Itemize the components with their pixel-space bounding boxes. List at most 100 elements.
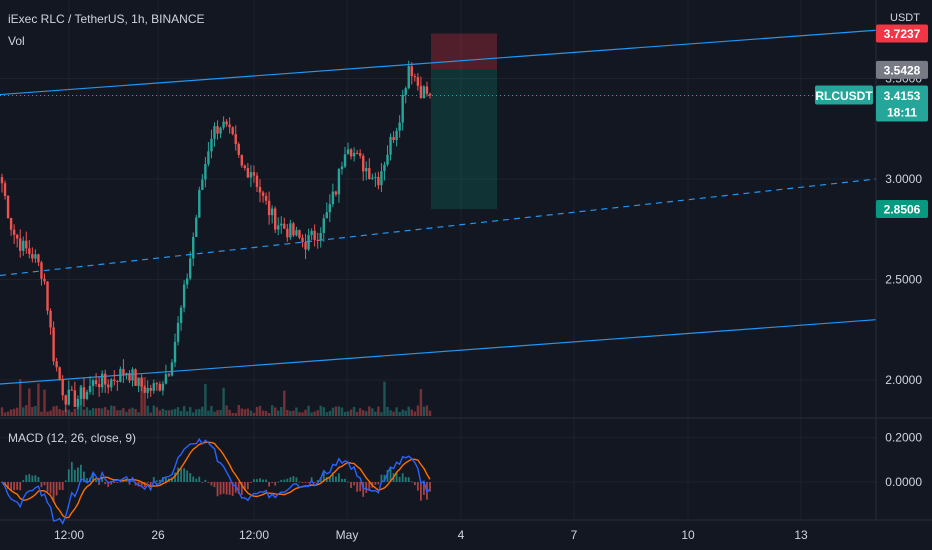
candle-body: [283, 223, 286, 229]
macd-histogram-bar: [98, 482, 101, 485]
candle-body: [304, 242, 307, 250]
volume-bar: [398, 411, 401, 416]
macd-histogram-bar: [225, 482, 228, 495]
macd-histogram-bar: [101, 477, 104, 482]
volume-bar: [113, 406, 116, 416]
volume-bar: [207, 410, 210, 416]
volume-bar: [49, 410, 52, 416]
target-price-tag: 2.8506: [884, 203, 921, 217]
candle-body: [195, 217, 198, 238]
short-position-tool[interactable]: [431, 33, 497, 210]
candle-body: [404, 88, 407, 95]
candle-body: [22, 240, 25, 251]
volume-indicator-label[interactable]: Vol: [8, 34, 25, 48]
macd-histogram-bar: [347, 481, 349, 483]
volume-bar: [70, 411, 74, 416]
time-tick-label: 4: [458, 528, 465, 542]
current-price-tag-bg: [876, 85, 928, 122]
candle-body: [255, 175, 259, 187]
candle-body: [176, 322, 180, 342]
candle-body: [398, 122, 401, 131]
candle-body: [113, 379, 116, 381]
volume-bar: [389, 410, 392, 416]
candle-body: [155, 383, 159, 385]
macd-histogram-bar: [95, 480, 97, 482]
macd-histogram-bar: [183, 468, 186, 482]
candle-body: [231, 127, 234, 135]
candle-body: [167, 374, 171, 376]
candle-body: [270, 208, 274, 216]
candle-body: [249, 172, 253, 178]
macd-histogram-bar: [365, 482, 368, 493]
candle-body: [355, 152, 359, 154]
candle-body: [410, 66, 413, 77]
macd-histogram-bar: [207, 482, 210, 483]
candle-body: [371, 177, 374, 179]
candle-body: [137, 377, 140, 386]
macd-axis[interactable]: 0.2000 0.0000: [885, 431, 922, 489]
volume-bar: [182, 406, 186, 416]
macd-histogram-bar: [237, 482, 240, 495]
candle-body: [143, 386, 146, 393]
macd-histogram-bar: [19, 482, 22, 491]
volume-bar: [6, 411, 10, 416]
volume-bar: [100, 408, 104, 416]
macd-histogram-bar: [140, 482, 143, 487]
volume-bar: [155, 407, 159, 416]
volume-bar: [419, 389, 423, 416]
macd-histogram-bar: [13, 482, 16, 491]
volume-bar: [40, 411, 43, 416]
volume-bar: [340, 407, 344, 416]
symbol-title[interactable]: iExec RLC / TetherUS, 1h, BINANCE: [8, 12, 205, 26]
macd-histogram-bar: [423, 482, 425, 495]
volume-bar: [343, 411, 347, 416]
volume-bar: [61, 410, 64, 416]
macd-histogram-bar: [298, 481, 301, 483]
candle-body: [389, 136, 392, 155]
candle-body: [225, 121, 228, 125]
time-tick-label: 10: [681, 528, 695, 542]
macd-histogram-bar: [350, 482, 352, 488]
volume-bar: [222, 387, 225, 416]
volume-bar: [322, 407, 325, 416]
parallel-channel[interactable]: [0, 29, 877, 385]
candle-body: [419, 85, 423, 99]
macd-histogram-bar: [289, 477, 292, 482]
candle-body: [28, 248, 31, 254]
macd-histogram-bar: [58, 482, 61, 490]
candle-body: [349, 149, 353, 157]
macd-indicator-label[interactable]: MACD (12, 26, close, 9): [8, 431, 137, 445]
candle-body: [152, 383, 155, 391]
candle-body: [70, 389, 74, 391]
macd-histogram-bar: [383, 474, 386, 482]
candle-body: [322, 218, 325, 233]
price-tick-label: 2.0000: [885, 373, 922, 387]
volume-bar: [264, 411, 268, 416]
macd-histogram-bar: [180, 468, 182, 482]
candle-body: [125, 373, 128, 375]
macd-histogram-bar: [268, 482, 271, 487]
macd-tick-label: 0.0000: [885, 475, 922, 489]
time-tick-label: 7: [571, 528, 578, 542]
candle-body: [43, 278, 46, 282]
macd-histogram-bar: [265, 479, 267, 482]
time-axis[interactable]: 12:00 26 12:00 May 4 7 10 13: [54, 528, 808, 542]
time-tick-label: 13: [794, 528, 808, 542]
volume-bar: [331, 407, 335, 416]
macd-histogram-bar: [155, 480, 158, 482]
symbol-tag-bg: [815, 85, 873, 105]
candle-body: [146, 387, 149, 393]
candle-body: [192, 237, 195, 259]
candle-body: [267, 200, 271, 216]
volume-bar: [325, 412, 328, 416]
macd-histogram-bar: [34, 475, 37, 482]
macd-histogram-bar: [380, 474, 383, 482]
macd-histogram-bar: [40, 482, 43, 488]
candle-body: [161, 383, 165, 391]
candle-body: [325, 212, 328, 219]
volume-bar: [179, 410, 183, 416]
volume-bar: [355, 412, 359, 416]
candle-body: [319, 232, 322, 241]
